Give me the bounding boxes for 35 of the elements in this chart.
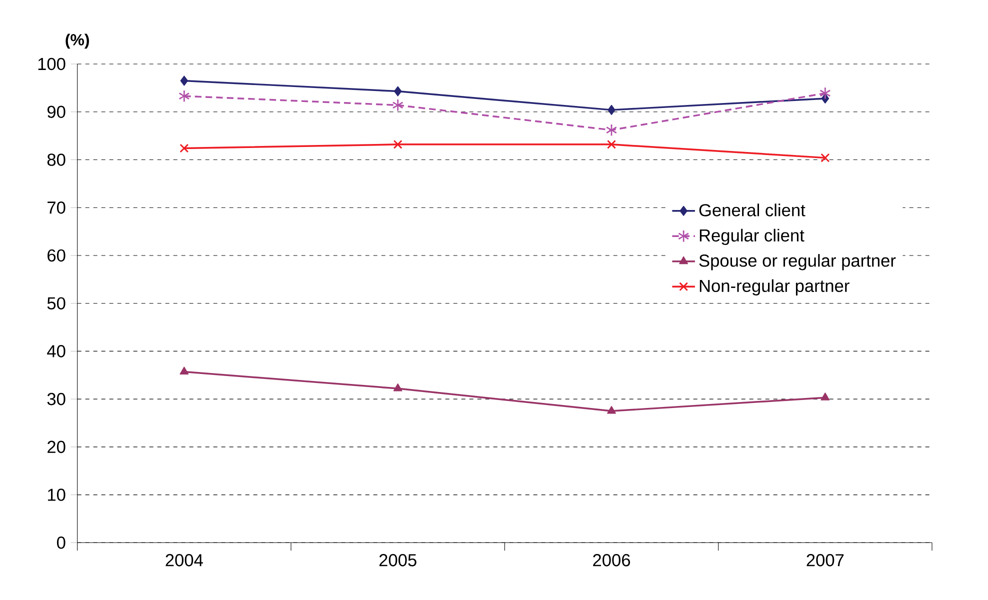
point (606, 124, 617, 136)
y-tick-label: 90 (47, 106, 66, 118)
y-tick-label: 30 (47, 392, 66, 406)
point (180, 144, 188, 153)
x-tick-label: 2004 (166, 554, 203, 566)
point (820, 88, 830, 99)
point (392, 100, 404, 111)
point (607, 140, 616, 149)
point (394, 140, 402, 149)
point (394, 86, 402, 96)
point (820, 392, 830, 400)
y-tick-label: 20 (48, 440, 66, 454)
point (180, 366, 189, 375)
point (180, 76, 188, 86)
y-tick-label: 10 (48, 488, 66, 501)
y-axis-title: (%) (66, 34, 89, 49)
legend-label: Non-regular partner (700, 279, 850, 296)
legend-label: General client (699, 204, 806, 216)
y-tick-label: 0 (56, 536, 66, 549)
point (178, 90, 190, 102)
y-tick-label: 60 (48, 249, 66, 262)
y-tick-label: 40 (47, 345, 66, 358)
point (393, 383, 402, 392)
point (820, 154, 830, 162)
y-tick-label: 100 (38, 58, 66, 70)
x-tick-label: 2007 (806, 554, 844, 566)
y-tick-label: 50 (47, 297, 66, 310)
legend-label: Spouse or regular partner (699, 254, 896, 270)
x-tick-label: 2006 (593, 554, 630, 566)
point (607, 406, 616, 414)
y-tick-label: 80 (47, 154, 66, 166)
y-tick-label: 70 (48, 201, 66, 214)
legend-label: Regular client (700, 228, 804, 246)
point (608, 104, 616, 116)
x-tick-label: 2005 (379, 554, 416, 566)
